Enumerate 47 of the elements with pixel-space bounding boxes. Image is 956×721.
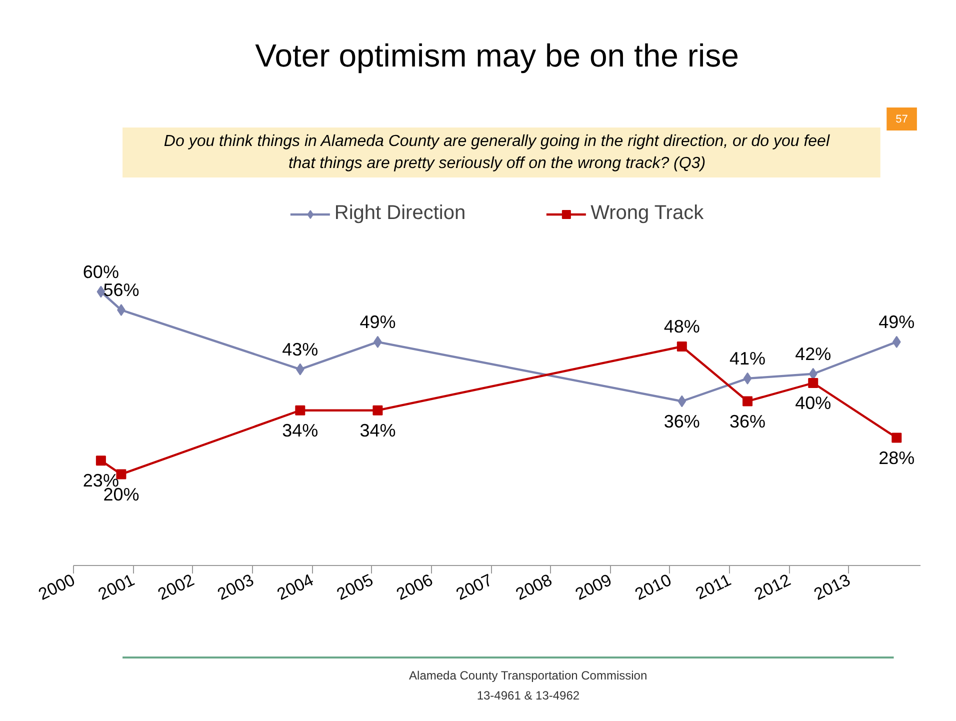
data-label: 36% [730,411,766,432]
x-tick-label: 2009 [572,570,615,604]
data-label: 42% [795,344,832,364]
point [676,342,687,352]
chart-subtitle: Do you think things in Alameda County are generally going in the right direction, or do you feel that things are pretty seriously off on the wrong track? (Q3) [164,132,830,172]
point [295,405,306,416]
data-label: 41% [730,348,766,368]
x-tick-label: 2013 [810,570,854,604]
data-label: 48% [664,316,700,336]
point [742,396,753,406]
data-label: 36% [664,411,700,432]
data-label: 40% [795,393,832,413]
data-label: 56% [103,280,140,300]
data-label: 60% [82,262,119,282]
x-tick-label: 2002 [154,570,198,604]
point [678,395,686,408]
point [892,336,901,348]
text: 13-4961 & 13-4962 [476,688,580,702]
legend-label: Right Direction [334,202,466,225]
data-label: 34% [360,420,396,440]
x-tick-label: 2003 [214,570,257,604]
x-tick-label: 2011 [692,570,734,604]
data-label: 49% [878,312,915,332]
x-tick-label: 2004 [274,570,316,604]
chart-title: Voter optimism may be on the rise [255,38,739,74]
point [117,304,126,316]
x-tick-label: 2007 [453,570,496,604]
x-tick-label: 2000 [36,570,78,604]
x-tick-label: 2005 [334,570,376,604]
data-label: 28% [878,448,915,468]
point [892,432,902,443]
data-label: 43% [282,339,318,360]
point [96,456,106,466]
x-tick-label: 2012 [751,570,794,604]
text: 57 [896,114,908,126]
x-tick-label: 2010 [632,570,674,604]
point [743,372,752,384]
point [296,363,304,376]
x-tick-label: 2008 [512,570,556,604]
legend-label: Wrong Track [590,202,704,225]
text: Alameda County Transportation Commission [409,668,648,682]
x-tick-label: 2001 [95,570,138,604]
point [808,378,818,388]
point [372,405,383,416]
data-label: 34% [282,420,318,440]
x-tick-label: 2006 [393,570,436,604]
data-label: 49% [360,312,396,332]
